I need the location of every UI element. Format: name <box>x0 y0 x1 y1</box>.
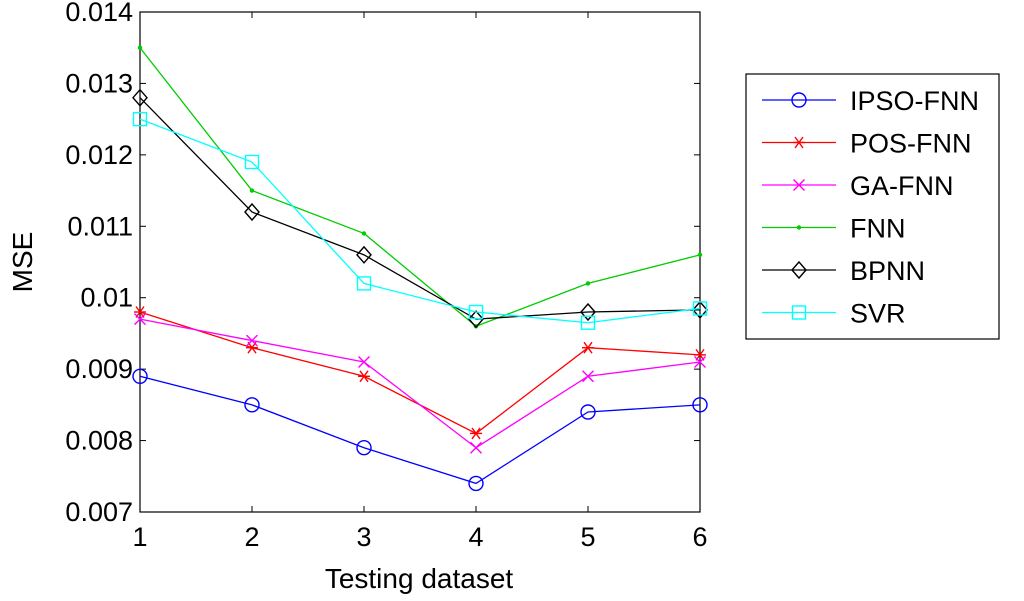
series-line-bpnn <box>139 97 701 320</box>
data-point-svr <box>356 276 372 291</box>
y-tick-label: 0.014 <box>65 0 133 27</box>
x-tick-label: 1 <box>132 522 147 552</box>
data-point-bpnn <box>468 310 484 329</box>
data-point-ga-fnn <box>470 441 482 454</box>
y-tick-label: 0.011 <box>67 211 133 241</box>
data-point-fnn <box>697 252 703 258</box>
legend-marker-ipso-fnn <box>791 92 807 108</box>
data-point-bpnn <box>356 245 372 264</box>
data-point-fnn <box>137 45 143 50</box>
data-point-ipso-fnn <box>244 397 260 413</box>
legend-marker-pos-fnn <box>793 136 805 149</box>
axes-box <box>139 11 701 513</box>
data-point-svr <box>244 154 260 170</box>
data-point-fnn <box>249 188 255 193</box>
data-point-fnn <box>361 231 367 236</box>
data-point-ga-fnn <box>358 356 370 368</box>
x-tick-label: 3 <box>356 522 371 552</box>
y-tick-label: 0.007 <box>65 497 133 527</box>
data-point-bpnn <box>244 202 260 222</box>
legend-marker-fnn <box>796 225 802 230</box>
legend-label-ipso-fnn: IPSO-FNN <box>850 86 979 116</box>
data-point-svr <box>132 111 148 127</box>
data-point-ipso-fnn <box>580 404 596 420</box>
series-line-fnn <box>139 47 701 328</box>
data-point-svr <box>468 304 484 320</box>
data-point-ga-fnn <box>134 313 146 326</box>
data-point-ga-fnn <box>246 334 258 347</box>
y-tick-label: 0.012 <box>65 140 133 170</box>
data-point-ipso-fnn <box>692 397 708 413</box>
legend-box <box>745 73 1000 340</box>
x-tick-label: 5 <box>580 522 595 552</box>
legend: IPSO-FNN POS-FNN GA-FNN FNN BPNN SVR <box>745 73 1000 340</box>
data-point-ga-fnn <box>582 370 594 383</box>
data-point-pos-fnn <box>358 370 370 383</box>
data-point-ipso-fnn <box>468 475 484 492</box>
data-point-ga-fnn <box>694 356 706 368</box>
series-line-svr <box>139 118 701 324</box>
x-tick-label: 4 <box>468 522 483 552</box>
legend-marker-bpnn <box>791 260 807 280</box>
legend-label-ga-fnn: GA-FNN <box>850 171 954 201</box>
x-axis-label: Testing dataset <box>325 563 514 594</box>
data-point-pos-fnn <box>582 341 594 354</box>
y-tick-label: 0.013 <box>65 68 133 98</box>
legend-label-pos-fnn: POS-FNN <box>850 129 972 159</box>
data-point-ipso-fnn <box>356 440 372 456</box>
y-tick-label: 0.01 <box>80 283 133 313</box>
plot-area: 1 2 3 4 5 6 0.007 0.008 0.009 0.01 0.011 0.012 0.013… <box>65 0 708 552</box>
data-point-svr <box>580 315 596 330</box>
data-point-pos-fnn <box>470 427 482 440</box>
y-tick-label: 0.008 <box>65 426 133 456</box>
legend-label-fnn: FNN <box>850 214 906 244</box>
legend-marker-ga-fnn <box>793 179 805 191</box>
data-point-ipso-fnn <box>132 368 148 384</box>
data-point-bpnn <box>692 300 708 319</box>
legend-marker-svr <box>791 305 807 320</box>
y-axis-label: MSE <box>7 232 38 293</box>
data-point-fnn <box>585 281 591 286</box>
data-point-bpnn <box>580 302 596 322</box>
data-point-bpnn <box>132 88 148 107</box>
x-tick-label: 2 <box>244 522 259 552</box>
series-line-ipso-fnn <box>139 375 701 485</box>
legend-label-svr: SVR <box>850 299 906 329</box>
series-line-ga-fnn <box>139 318 701 449</box>
legend-label-bpnn: BPNN <box>850 256 925 286</box>
x-tick-label: 6 <box>692 522 707 552</box>
y-tick-label: 0.009 <box>65 354 133 384</box>
data-point-svr <box>692 301 708 316</box>
